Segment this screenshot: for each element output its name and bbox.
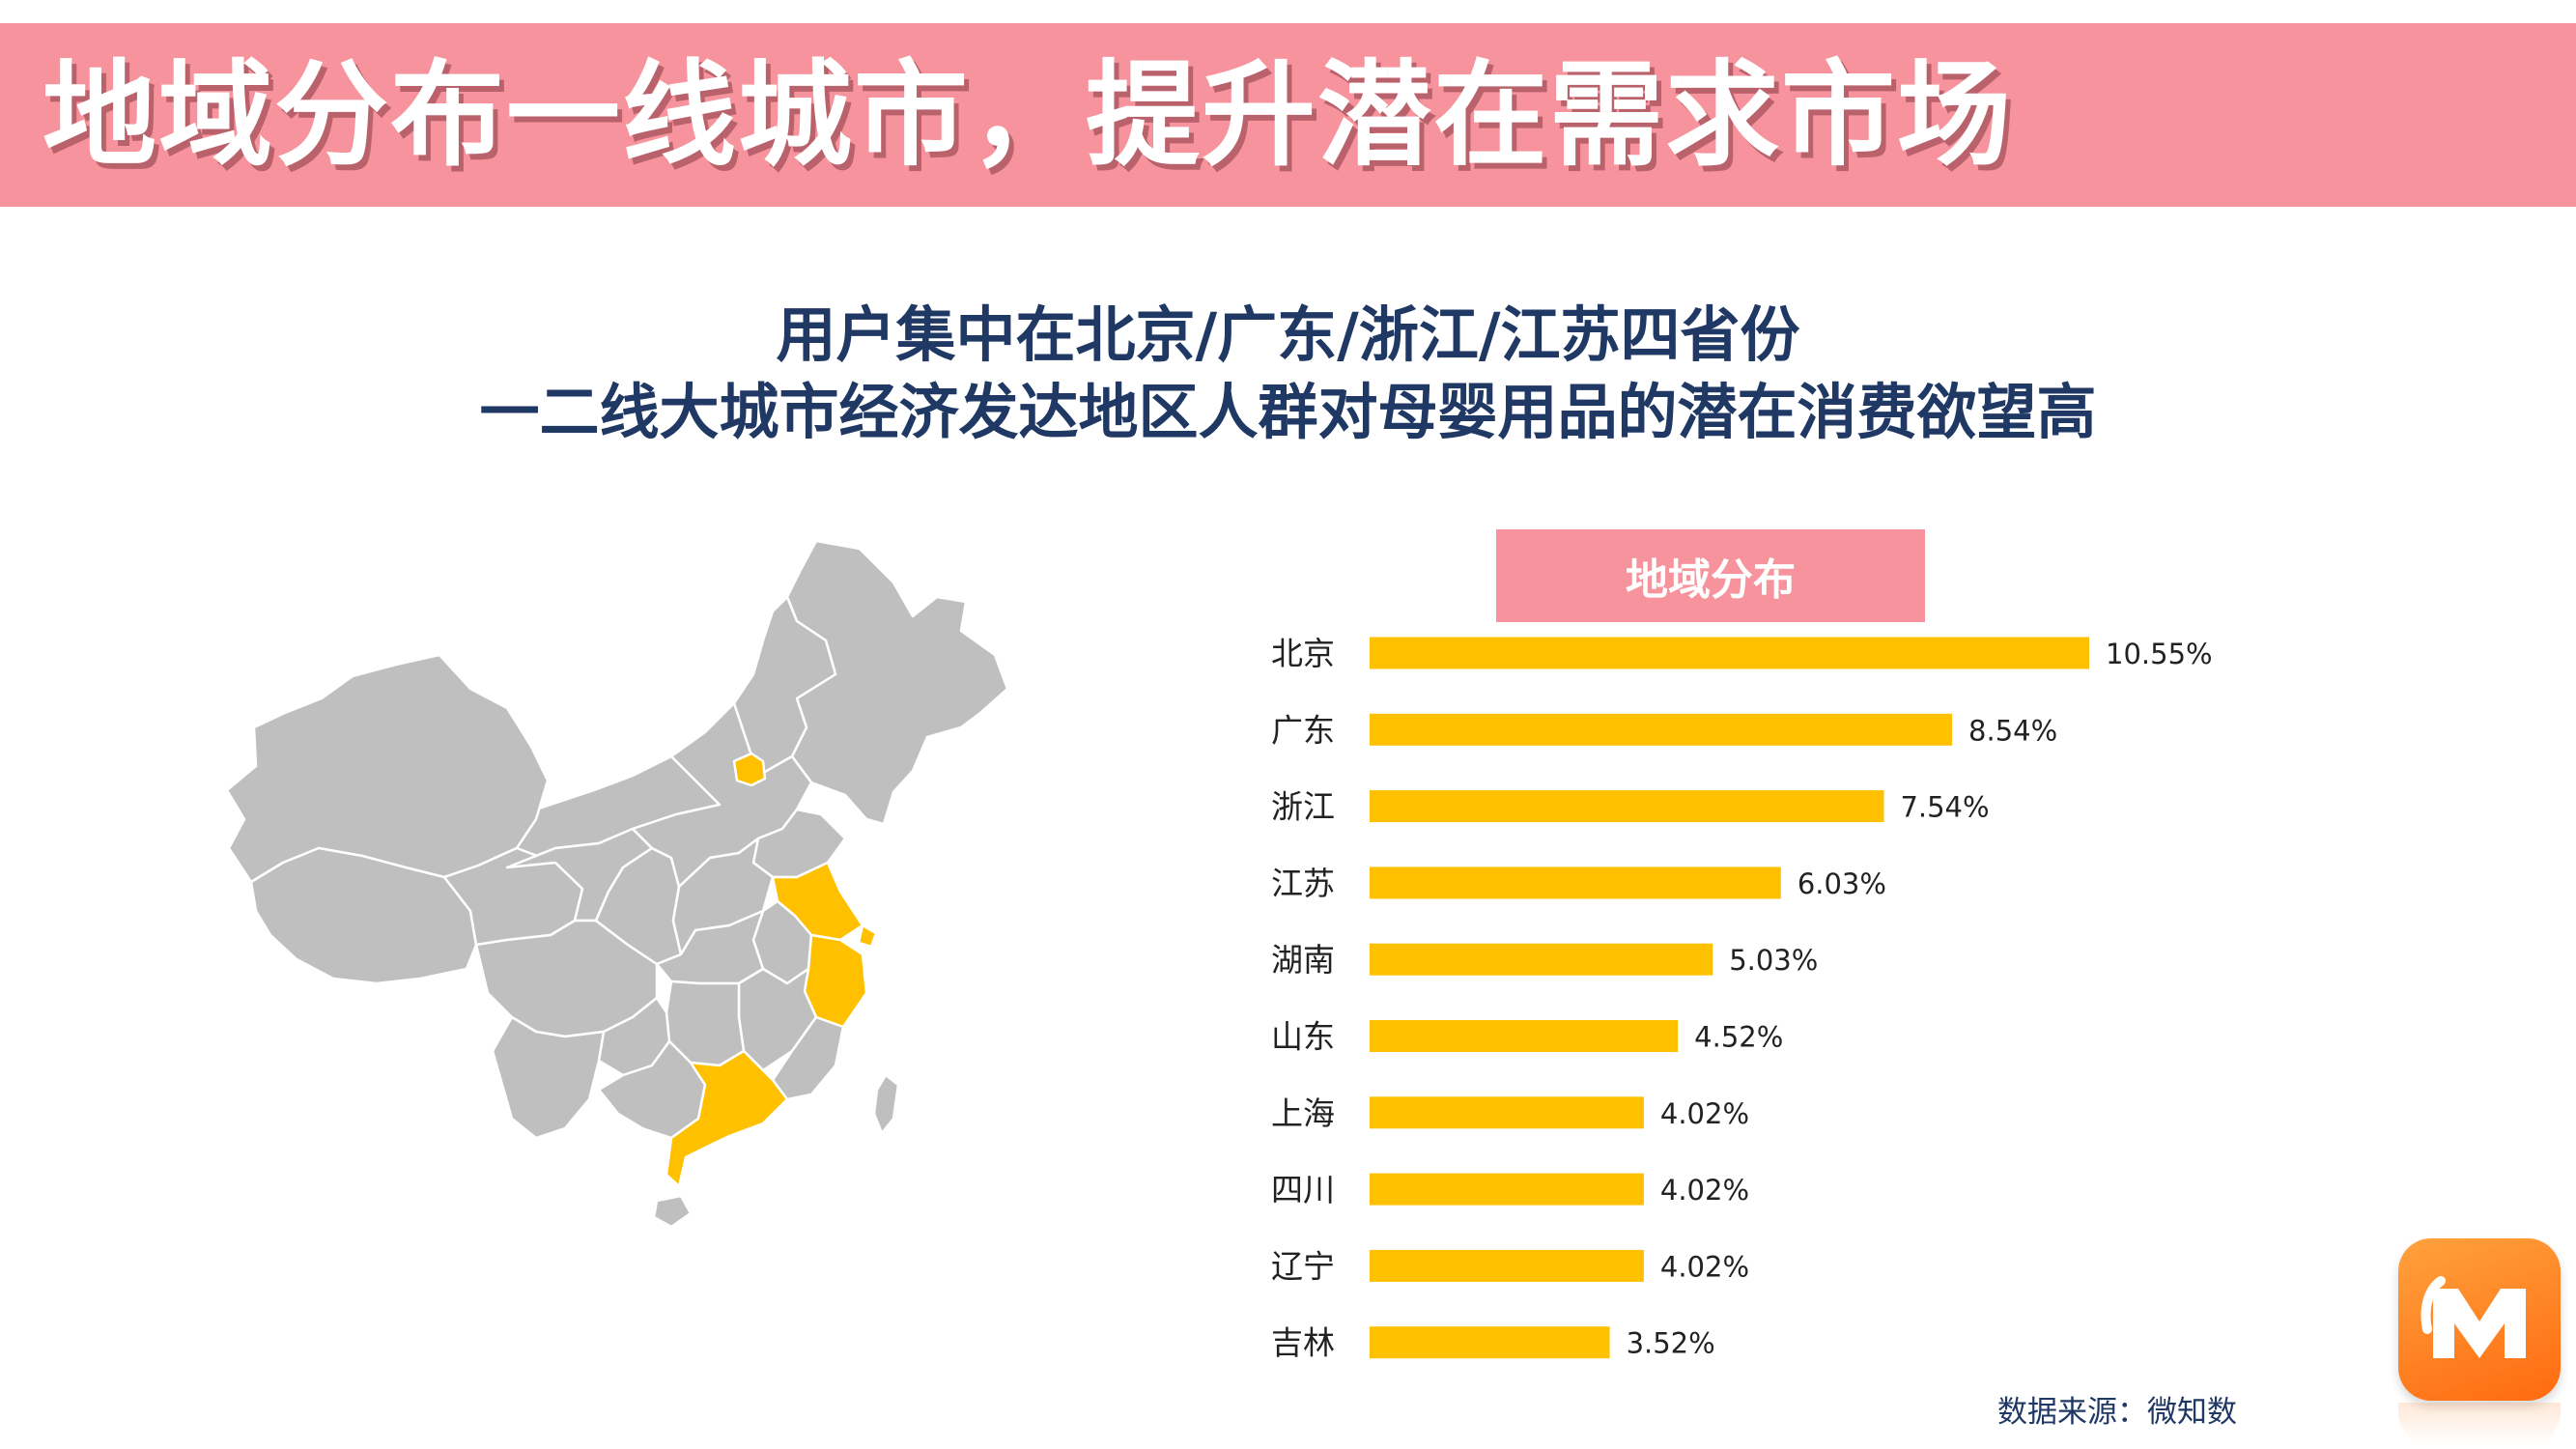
bar [1370,1249,1644,1282]
bar [1370,867,1781,899]
map-region-fujian [771,1015,845,1101]
value-label: 4.52% [1694,1021,1783,1054]
category-label: 山东 [1271,1018,1335,1056]
category-label: 湖南 [1271,941,1335,979]
bar [1370,1096,1644,1129]
bar [1370,1020,1679,1052]
slide-title: 地域分布一线城市，提升潜在需求市场 [42,48,2014,182]
title-banner: 地域分布一线城市，提升潜在需求市场 [0,23,2576,207]
map-region-beijing [732,752,767,787]
china-map [225,539,1009,1229]
map-region-tibet [249,846,478,985]
value-label: 3.52% [1627,1327,1715,1360]
category-label: 吉林 [1271,1324,1335,1362]
category-label: 江苏 [1271,865,1335,902]
value-label: 5.03% [1729,944,1818,977]
category-label: 广东 [1271,711,1335,749]
bar [1370,713,1953,746]
category-label: 辽宁 [1271,1247,1335,1285]
region-bar-chart: 北京 10.55% 广东 8.54% 浙江 7.54% 江苏 6.03% 湖南 5.03% 山东 4.… [1271,635,2213,1362]
category-label: 浙江 [1271,788,1335,826]
value-label: 8.54% [1968,714,2057,747]
chart-title: 地域分布 [1496,529,1925,622]
value-label: 6.03% [1798,867,1886,900]
mango-tv-logo-icon [2398,1238,2561,1401]
headline-line-1: 用户集中在北京/广东/浙江/江苏四省份 [776,299,1800,370]
data-source-note: 数据来源：微知数 [1997,1395,2237,1430]
map-region-shanghai [857,923,878,949]
bar [1370,790,1884,823]
map-region-henan [671,837,775,956]
value-label: 7.54% [1900,791,1989,824]
bar [1370,1326,1610,1359]
value-label: 4.02% [1660,1250,1749,1283]
logo-reflection [2398,1403,2561,1445]
value-label: 10.55% [2106,638,2213,670]
category-label: 北京 [1271,635,1335,672]
bar [1370,637,2089,669]
value-label: 4.02% [1660,1174,1749,1207]
map-region-hainan [652,1194,693,1229]
map-region-guangdong [665,1049,789,1188]
map-region-taiwan [872,1073,900,1135]
logo-m-shape [2433,1289,2526,1358]
category-label: 四川 [1271,1171,1335,1208]
value-label: 4.02% [1660,1097,1749,1130]
headline-line-2: 一二线大城市经济发达地区人群对母婴用品的潜在消费欲望高 [479,377,2097,447]
bar [1370,943,1713,976]
bar [1370,1173,1644,1206]
map-region-yunnan [491,1015,606,1140]
logo-c-arc [2420,1276,2446,1334]
category-label: 上海 [1271,1094,1335,1132]
map-region-xinjiang [225,653,550,884]
